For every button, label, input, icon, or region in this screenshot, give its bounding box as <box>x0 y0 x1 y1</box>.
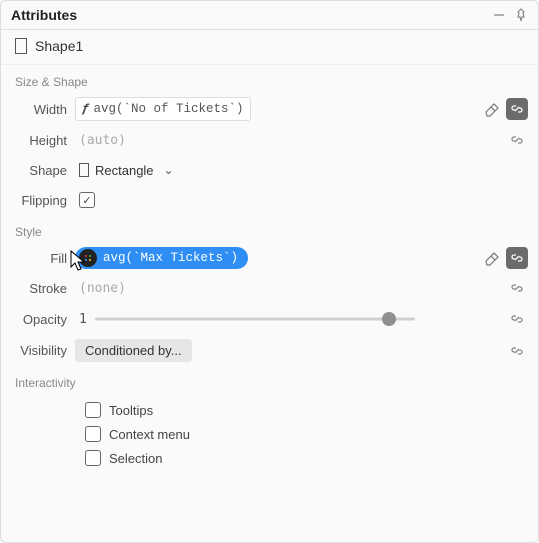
attr-visibility: Visibility Conditioned by... <box>1 335 538 366</box>
tooltips-label: Tooltips <box>109 403 153 418</box>
section-size-shape: Size & Shape <box>1 65 538 93</box>
tooltips-row: Tooltips <box>85 398 538 422</box>
rectangle-icon <box>15 38 27 54</box>
attr-width: Width ƒ avg(`No of Tickets`) <box>1 93 538 125</box>
attr-height: Height (auto) <box>1 125 538 155</box>
chevron-down-icon: ⌄ <box>164 163 174 177</box>
fill-expression-pill[interactable]: avg(`Max Tickets`) <box>75 247 248 269</box>
attr-fill: Fill avg(`Max Tickets`) <box>1 243 538 273</box>
minimize-icon[interactable] <box>492 8 506 22</box>
color-swatch-icon <box>79 249 97 267</box>
panel-header: Attributes <box>1 1 538 30</box>
link-icon[interactable] <box>506 340 528 362</box>
stroke-label: Stroke <box>15 281 75 296</box>
shape-label: Shape <box>15 163 75 178</box>
rectangle-icon <box>79 163 89 177</box>
clear-icon[interactable] <box>480 98 502 120</box>
height-label: Height <box>15 133 75 148</box>
tooltips-checkbox[interactable] <box>85 402 101 418</box>
panel-title: Attributes <box>11 7 492 23</box>
attr-flipping: Flipping ✓ <box>1 185 538 215</box>
context-menu-checkbox[interactable] <box>85 426 101 442</box>
link-icon[interactable] <box>506 98 528 120</box>
section-interactivity: Interactivity <box>1 366 538 394</box>
object-row[interactable]: Shape1 <box>1 30 538 65</box>
object-name: Shape1 <box>35 38 83 54</box>
link-icon[interactable] <box>506 277 528 299</box>
opacity-label: Opacity <box>15 312 75 327</box>
interactivity-list: Tooltips Context menu Selection <box>1 394 538 474</box>
shape-value: Rectangle <box>95 163 154 178</box>
clear-icon[interactable] <box>480 247 502 269</box>
attr-stroke: Stroke (none) <box>1 273 538 303</box>
selection-label: Selection <box>109 451 162 466</box>
fx-icon: ƒ <box>82 102 90 116</box>
width-expr-text: avg(`No of Tickets`) <box>94 102 244 116</box>
fill-expr-text: avg(`Max Tickets`) <box>103 251 238 265</box>
stroke-value[interactable]: (none) <box>75 281 126 296</box>
pin-icon[interactable] <box>514 8 528 22</box>
link-icon[interactable] <box>506 129 528 151</box>
selection-row: Selection <box>85 446 538 470</box>
slider-track <box>95 318 415 321</box>
opacity-slider[interactable] <box>95 307 415 331</box>
link-icon[interactable] <box>506 308 528 330</box>
opacity-value[interactable]: 1 <box>75 312 87 327</box>
link-icon[interactable] <box>506 247 528 269</box>
width-label: Width <box>15 102 75 117</box>
width-expression[interactable]: ƒ avg(`No of Tickets`) <box>75 97 251 121</box>
visibility-label: Visibility <box>15 343 75 358</box>
flipping-label: Flipping <box>15 193 75 208</box>
attr-shape: Shape Rectangle ⌄ <box>1 155 538 185</box>
attr-opacity: Opacity 1 <box>1 303 538 335</box>
selection-checkbox[interactable] <box>85 450 101 466</box>
fill-label: Fill <box>15 251 75 266</box>
section-style: Style <box>1 215 538 243</box>
shape-dropdown[interactable]: Rectangle ⌄ <box>75 163 174 178</box>
slider-thumb[interactable] <box>382 312 396 326</box>
flipping-checkbox[interactable]: ✓ <box>79 192 95 208</box>
context-menu-row: Context menu <box>85 422 538 446</box>
height-value[interactable]: (auto) <box>75 133 126 148</box>
context-menu-label: Context menu <box>109 427 190 442</box>
conditioned-by-button[interactable]: Conditioned by... <box>75 339 192 362</box>
